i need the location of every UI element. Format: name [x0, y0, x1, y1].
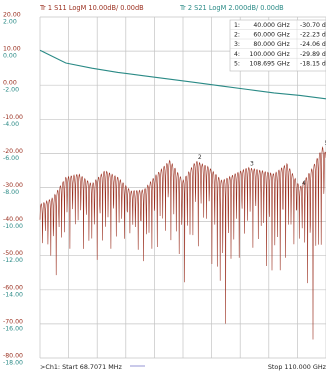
marker-table-cell: GHz	[277, 22, 290, 29]
marker-table-frame	[229, 19, 326, 72]
marker-table-cell: -24.06 dB	[300, 41, 326, 48]
plot-grid	[39, 16, 326, 359]
marker-table-cell: 4:	[234, 51, 240, 58]
marker-table-cell: 108.695	[249, 60, 275, 67]
y-label-trace1: -70.00	[3, 318, 23, 325]
y-label-trace1: -20.00	[3, 148, 23, 155]
marker-labels: 2 3 4 5	[198, 140, 326, 187]
marker-table-cell: 40.000	[253, 22, 275, 29]
y-label-trace2: -6.00	[3, 155, 19, 162]
y-label-trace1: -10.00	[3, 114, 23, 121]
marker-table-cell: GHz	[277, 32, 290, 39]
marker-table-cell: GHz	[277, 60, 290, 67]
y-label-trace1: -30.00	[3, 182, 23, 189]
s21-line	[39, 49, 326, 100]
marker-number-label: 4	[302, 180, 306, 187]
y-label-trace1: -50.00	[3, 250, 23, 257]
y-label-trace2: -4.00	[3, 121, 19, 128]
marker-table-cell: -30.70 dB	[300, 22, 326, 29]
start-frequency[interactable]: >Ch1: Start 68.7071 MHz	[40, 363, 123, 371]
stop-frequency[interactable]: Stop 110.000 GHz	[268, 363, 326, 371]
trace2-header[interactable]: Tr 2 S21 LogM 2.000dB/ 0.00dB	[179, 4, 284, 12]
y-label-trace2: -18.00	[3, 360, 23, 367]
marker-table-cell: -29.89 dB	[300, 51, 326, 58]
marker-table-cell: 3:	[234, 41, 240, 48]
y-label-trace1: 0.00	[3, 80, 17, 87]
marker-table-cell: 80.000	[253, 41, 275, 48]
marker-table-cell: 1:	[234, 22, 240, 29]
y-label-trace2: -16.00	[3, 325, 23, 332]
y-axis-labels: 20.0010.000.00-10.00-20.00-30.00-40.00-5…	[3, 12, 23, 367]
marker-table-cell: 60.000	[253, 32, 275, 39]
s21-trace	[39, 49, 326, 100]
marker-table-cell: -22.23 dB	[300, 32, 326, 39]
y-label-trace2: -2.00	[3, 87, 19, 94]
s11-line	[39, 146, 326, 340]
marker-table-cell: 5:	[234, 60, 240, 67]
marker-number-label: 2	[198, 154, 202, 161]
marker-table-cell: GHz	[277, 41, 290, 48]
marker-table-cell: -18.15 dB	[300, 60, 326, 67]
y-label-trace2: -10.00	[3, 223, 23, 230]
y-label-trace2: 2.00	[3, 19, 17, 26]
y-label-trace1: 20.00	[3, 12, 21, 19]
marker-table-cell: 100.000	[249, 51, 275, 58]
y-label-trace2: 0.00	[3, 53, 17, 60]
y-label-trace1: -60.00	[3, 284, 23, 291]
y-label-trace1: -80.00	[3, 353, 23, 360]
y-label-trace1: 10.00	[3, 46, 21, 53]
marker-table-cell: GHz	[277, 51, 290, 58]
y-label-trace2: -14.00	[3, 291, 23, 298]
s11-trace	[39, 146, 326, 340]
y-label-trace1: -40.00	[3, 216, 23, 223]
marker-number-label: 3	[250, 160, 254, 167]
y-label-trace2: -8.00	[3, 189, 19, 196]
y-label-trace2: -12.00	[3, 257, 23, 264]
trace1-header[interactable]: Tr 1 S11 LogM 10.00dB/ 0.00dB	[39, 4, 144, 12]
marker-table-cell: 2:	[234, 32, 240, 39]
marker-number-label: 5	[325, 140, 326, 147]
